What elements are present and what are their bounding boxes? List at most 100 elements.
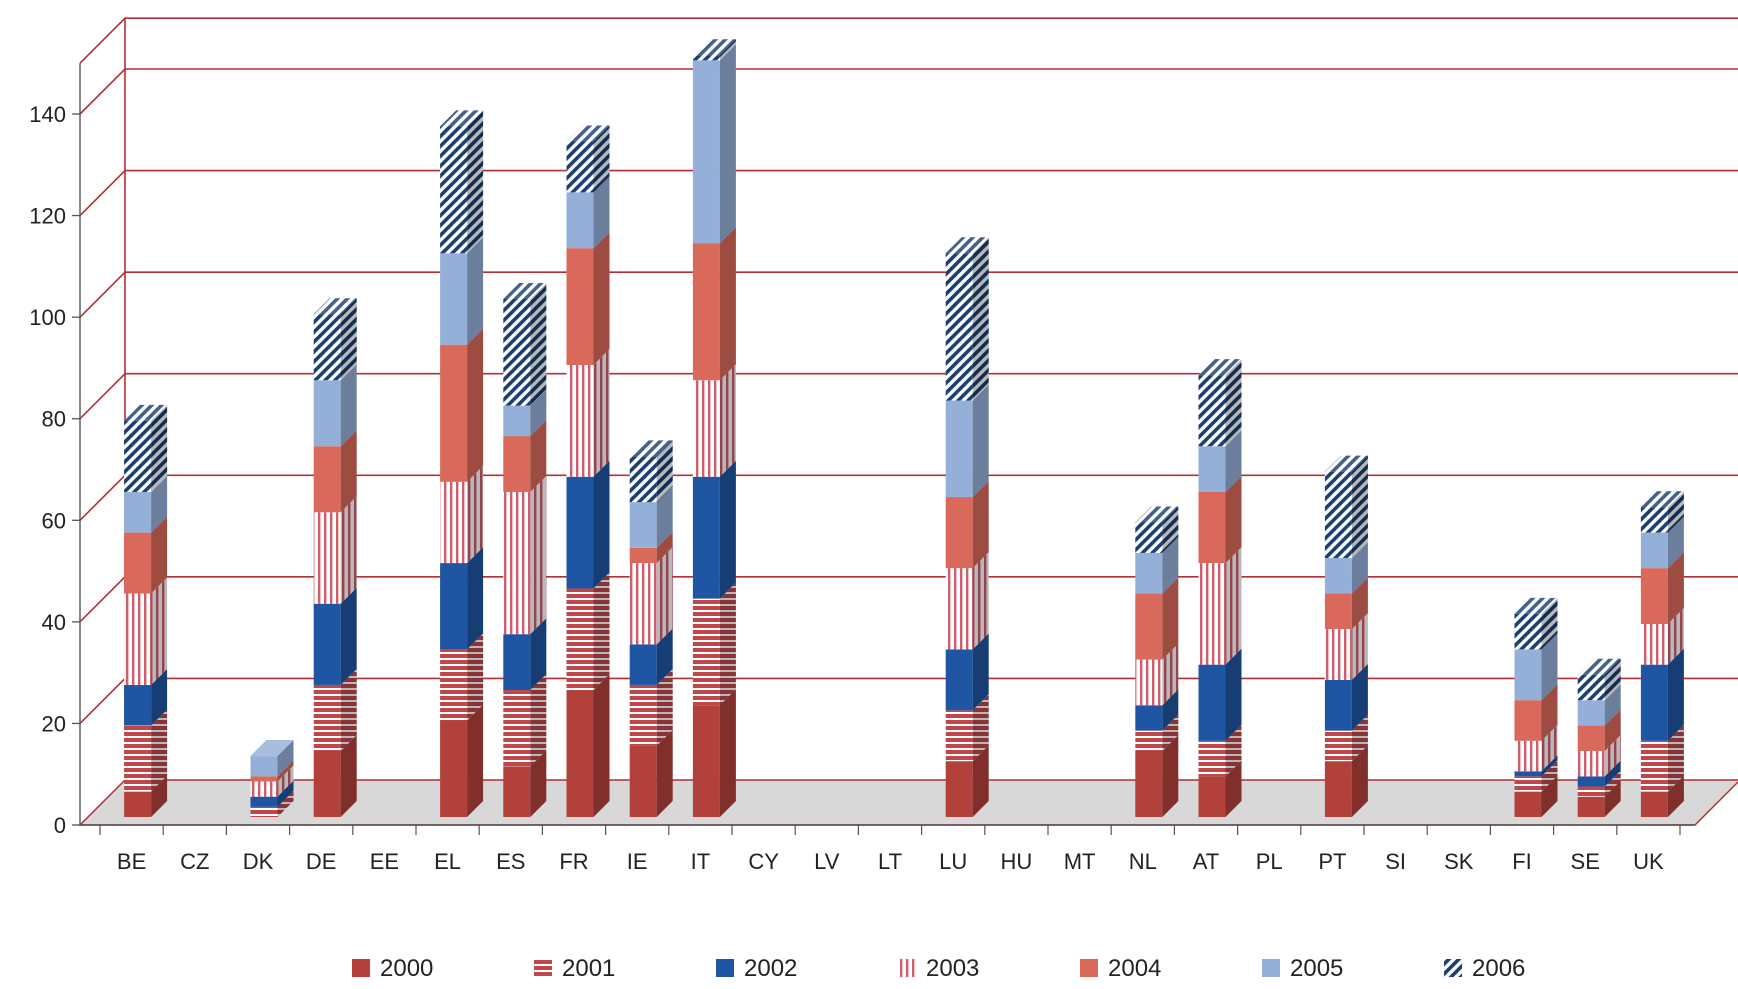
bar-top-ES	[503, 282, 547, 299]
bar-segment-SE-2004	[1577, 725, 1605, 751]
bar-side-BE-2006	[151, 404, 168, 492]
bar-segment-PT-2006	[1324, 471, 1352, 558]
bar-side-UK-2004	[1667, 552, 1684, 625]
bar-side-LU-2002	[972, 633, 989, 711]
bar-top-highlight-BE	[124, 404, 168, 421]
legend-swatch-2004	[1080, 959, 1098, 977]
bar-side-IE-2004	[656, 531, 673, 564]
bar-side-shade-DK-2003	[277, 765, 294, 797]
bar-side-BE-2004	[151, 516, 168, 594]
bar-side-shade-NL-2006	[1162, 506, 1179, 553]
bar-side-shade-IT-2001	[719, 582, 736, 706]
x-tick-label-SK: SK	[1444, 849, 1474, 874]
bar-side-FR-2001	[593, 572, 610, 691]
bar-segment-EL-2002	[440, 563, 468, 650]
bar-side-shade-SE-2003	[1604, 734, 1621, 777]
bar-DE	[313, 298, 357, 817]
bar-segment-LU-2006	[945, 253, 973, 401]
bar-segment-DK-2005	[250, 756, 278, 777]
bar-side-shade-FI-2001	[1541, 760, 1558, 792]
x-tick-label-EE: EE	[370, 849, 399, 874]
bar-side-shade-AT-2003	[1225, 547, 1242, 665]
bar-side-UK-2006	[1667, 491, 1684, 533]
bar-side-AT-2004	[1225, 475, 1242, 564]
bar-side-NL-2002	[1162, 689, 1179, 731]
bar-segment-ES-2006	[503, 298, 531, 406]
bar-segment-PT-2003	[1324, 629, 1352, 680]
y-tick-label: 80	[42, 407, 66, 432]
bar-segment-IT-2006	[692, 55, 720, 61]
x-tick-label-DK: DK	[243, 849, 274, 874]
bar-side-DE-2005	[340, 364, 357, 447]
y-tick-label: 140	[29, 102, 66, 127]
legend-label-2003: 2003	[926, 955, 979, 982]
bar-LU	[945, 237, 989, 817]
bar-side-DE-2001	[340, 668, 357, 751]
bar-side-FI-2000	[1541, 775, 1558, 817]
bar-side-DK-2004	[277, 760, 294, 782]
bar-side-FI-2001	[1541, 760, 1558, 792]
bar-NL	[1135, 506, 1179, 817]
bar-top-DE	[313, 298, 357, 315]
bar-side-shade-FR-2006	[593, 125, 610, 193]
bar-side-EL-2006	[467, 110, 484, 254]
bar-side-AT-2005	[1225, 430, 1242, 492]
bar-side-IE-2005	[656, 486, 673, 548]
x-tick-label-LT: LT	[878, 849, 902, 874]
bar-segment-FR-2002	[566, 476, 594, 589]
bar-SE	[1577, 658, 1621, 817]
bar-side-BE-2002	[151, 668, 168, 726]
bar-side-DE-2003	[340, 496, 357, 604]
bar-top-highlight-PT	[1324, 455, 1368, 472]
bar-side-FI-2002	[1541, 755, 1558, 777]
bar-segment-AT-2000	[1198, 776, 1226, 817]
bar-top-EL	[440, 110, 484, 127]
bar-side-IE-2002	[656, 628, 673, 685]
bar-segment-SE-2003	[1577, 750, 1605, 777]
bar-side-IT-2005	[719, 44, 736, 244]
bar-segment-PT-2000	[1324, 761, 1352, 817]
bar-side-SE-2005	[1604, 684, 1621, 726]
bar-side-LU-2005	[972, 384, 989, 498]
bar-side-shade-SE-2001	[1604, 770, 1621, 797]
bar-segment-BE-2006	[124, 420, 152, 492]
bar-segment-NL-2006	[1135, 522, 1163, 553]
bar-side-shade-LU-2001	[972, 694, 989, 762]
legend-label-2005: 2005	[1290, 955, 1343, 982]
x-tick-label-SI: SI	[1385, 849, 1406, 874]
bar-side-shade-NL-2001	[1162, 714, 1179, 751]
bar-side-ES-2002	[530, 618, 547, 691]
bar-segment-SE-2002	[1577, 776, 1605, 787]
bar-side-BE-2000	[151, 775, 168, 817]
bar-side-shade-AT-2006	[1225, 359, 1242, 447]
bar-side-shade-EL-2001	[467, 633, 484, 721]
bar-segment-BE-2004	[124, 532, 152, 594]
bar-side-IE-2000	[656, 729, 673, 817]
bar-side-IT-2004	[719, 227, 736, 381]
bar-side-LU-2003	[972, 552, 989, 650]
bar-top-FI	[1514, 597, 1558, 614]
bar-segment-IT-2002	[692, 476, 720, 599]
bar-segment-SE-2005	[1577, 700, 1605, 726]
bar-side-BE-2003	[151, 577, 168, 685]
bars	[124, 39, 1684, 817]
bar-top-highlight-ES	[503, 282, 547, 299]
x-tick-label-FI: FI	[1512, 849, 1532, 874]
bar-side-NL-2001	[1162, 714, 1179, 751]
bar-segment-FI-2001	[1514, 776, 1542, 792]
bar-segment-BE-2002	[124, 684, 152, 726]
x-tick-label-LU: LU	[939, 849, 967, 874]
bar-segment-ES-2005	[503, 405, 531, 437]
bar-side-SE-2006	[1604, 658, 1621, 701]
bar-segment-UK-2004	[1640, 568, 1668, 625]
bar-side-NL-2003	[1162, 643, 1179, 706]
bar-side-ES-2005	[530, 389, 547, 437]
bar-side-IT-2002	[719, 460, 736, 599]
bar-side-IT-2006	[719, 39, 736, 61]
bar-side-AT-2003	[1225, 547, 1242, 665]
bar-FI	[1514, 597, 1558, 817]
bar-segment-FI-2005	[1514, 649, 1542, 701]
bar-top-highlight-SE	[1577, 658, 1621, 675]
bar-side-EL-2001	[467, 633, 484, 721]
bar-segment-DK-2002	[250, 796, 278, 807]
